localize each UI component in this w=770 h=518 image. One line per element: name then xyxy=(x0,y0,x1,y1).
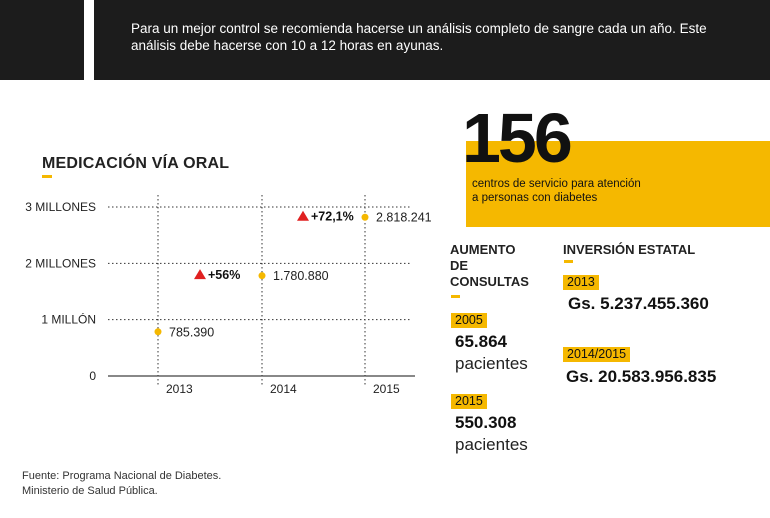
centers-highlight-box xyxy=(466,141,770,227)
y-tick-label: 2 MILLONES xyxy=(25,256,96,270)
growth-label: +56% xyxy=(208,268,240,282)
inversion-value: Gs. 20.583.956.835 xyxy=(566,367,717,386)
source-note: Fuente: Programa Nacional de Diabetes. M… xyxy=(22,469,221,499)
chart-title: MEDICACIÓN VÍA ORAL xyxy=(42,155,230,172)
y-tick-label: 1 MILLÓN xyxy=(41,312,96,327)
centers-caption: centros de servicio para atención a pers… xyxy=(472,177,712,205)
y-tick-label: 3 MILLONES xyxy=(25,200,96,214)
medication-chart: 0 1 MILLÓN 2 MILLONES 3 MILLONES 2013 2014 201… xyxy=(25,195,432,396)
inversion-value: Gs. 5.237.455.360 xyxy=(568,294,709,313)
consultas-title-line-3: CONSULTAS xyxy=(450,274,529,289)
header-side-block xyxy=(0,0,84,80)
consultas-year-badge: 2005 xyxy=(451,313,487,328)
chart-title-underline xyxy=(42,175,52,178)
inversion-title: INVERSIÓN ESTATAL xyxy=(563,242,696,257)
consultas-title-line-2: DE xyxy=(450,258,469,273)
consultas-title-line-1: AUMENTO xyxy=(450,242,516,257)
centers-caption-line-2: a personas con diabetes xyxy=(472,192,598,204)
consultas-value: 65.864 xyxy=(455,332,507,351)
consultas-unit: pacientes xyxy=(455,435,528,454)
data-label: 1.780.880 xyxy=(273,269,329,283)
consultas-value: 550.308 xyxy=(455,413,517,432)
header-note: Para un mejor control se recomienda hace… xyxy=(131,21,707,53)
source-line-1: Fuente: Programa Nacional de Diabetes. xyxy=(22,470,222,482)
data-point xyxy=(258,272,266,280)
data-label: 785.390 xyxy=(169,325,214,339)
inversion-year-badge: 2014/2015 xyxy=(563,347,631,362)
growth-label: +72,1% xyxy=(311,210,354,224)
consultas-title: AUMENTO DE CONSULTAS xyxy=(450,242,529,290)
y-tick-label: 0 xyxy=(89,369,96,383)
consultas-year-badge: 2015 xyxy=(451,394,487,409)
header-banner: Para un mejor control se recomienda hace… xyxy=(94,0,770,80)
consultas-unit: pacientes xyxy=(455,354,528,373)
growth-arrow-icon xyxy=(194,269,206,280)
source-line-2: Ministerio de Salud Pública. xyxy=(22,485,158,497)
data-label: 2.818.241 xyxy=(376,211,432,225)
inversion-year-badge: 2013 xyxy=(563,275,599,290)
inversion-underline xyxy=(564,260,573,263)
x-tick-label: 2015 xyxy=(373,382,400,396)
data-point xyxy=(361,213,369,221)
x-tick-label: 2013 xyxy=(166,382,193,396)
growth-arrow-icon xyxy=(297,210,309,221)
centers-count: 156 xyxy=(462,99,573,177)
x-tick-label: 2014 xyxy=(270,382,297,396)
centers-caption-line-1: centros de servicio para atención xyxy=(472,178,641,190)
consultas-underline xyxy=(451,295,460,298)
data-point xyxy=(154,328,162,336)
